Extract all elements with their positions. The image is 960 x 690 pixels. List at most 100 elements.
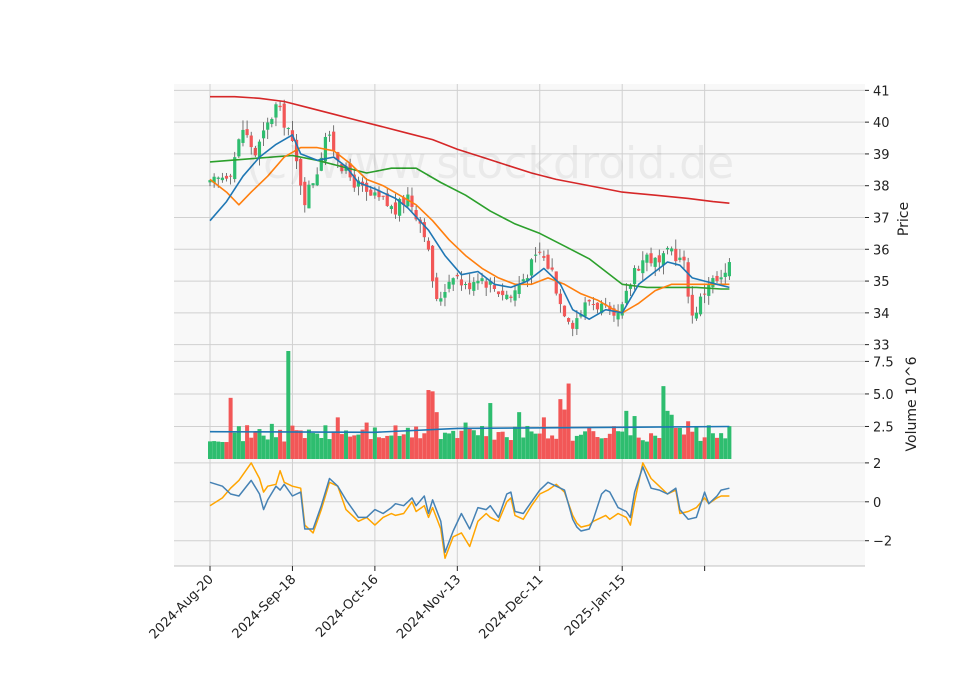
volume-bar-79 — [533, 433, 538, 459]
candle-body-18 — [282, 103, 286, 128]
volume-bar-98 — [611, 426, 616, 459]
candle-body-10 — [249, 135, 253, 148]
volume-bar-89 — [574, 435, 579, 459]
volume-bar-24 — [306, 429, 311, 459]
candle-body-77 — [525, 278, 529, 282]
candle-body-94 — [595, 302, 600, 310]
volume-bar-69 — [492, 439, 497, 459]
candle-body-100 — [620, 304, 624, 316]
volume-bar-62 — [463, 422, 468, 459]
candle-body-115 — [682, 256, 686, 261]
volume-bars — [208, 351, 732, 459]
candle-body-84 — [554, 271, 558, 294]
volume-bar-90 — [578, 434, 583, 459]
candle-body-114 — [678, 257, 682, 260]
candle-body-95 — [599, 303, 604, 314]
volume-bar-83 — [550, 435, 555, 459]
candle-body-58 — [447, 281, 451, 289]
candle-body-59 — [451, 278, 455, 285]
volume-axis-label: Volume 10^6 — [904, 356, 920, 451]
candle-body-86 — [562, 305, 567, 317]
volume-bar-71 — [500, 431, 505, 459]
volume-bar-81 — [541, 417, 546, 459]
volume-bar-44 — [389, 435, 394, 459]
candle-body-45 — [393, 202, 398, 215]
candle-body-124 — [719, 277, 723, 280]
candle-body-5 — [229, 175, 233, 177]
candle-body-89 — [575, 318, 579, 330]
ma-200-line — [210, 95, 730, 204]
volume-bar-58 — [447, 433, 452, 459]
volume-bar-93 — [591, 431, 596, 459]
candle-body-4 — [224, 175, 229, 179]
volume-bar-104 — [636, 437, 641, 459]
volume-bar-106 — [644, 441, 649, 459]
volume-bar-54 — [430, 391, 435, 459]
volume-bar-114 — [677, 427, 682, 459]
volume-bar-117 — [690, 431, 695, 459]
x-tick-label-1: 2024-Sep-18 — [230, 572, 300, 642]
volume-bar-42 — [381, 438, 386, 459]
volume-bar-2 — [216, 441, 221, 459]
candle-body-91 — [583, 302, 587, 317]
oscillator-panel: −2 0 2 — [174, 457, 892, 566]
volume-bar-47 — [401, 434, 406, 459]
volume-bar-107 — [649, 433, 654, 459]
volume-bar-38 — [364, 422, 369, 459]
volume-bar-77 — [525, 425, 530, 459]
candle-body-120 — [703, 293, 707, 295]
candle-body-67 — [484, 281, 488, 288]
volume-bar-57 — [442, 432, 447, 459]
volume-bar-26 — [315, 433, 320, 459]
volume-bar-124 — [719, 433, 724, 459]
candle-body-49 — [410, 195, 414, 207]
volume-bar-64 — [471, 430, 476, 459]
volume-bar-11 — [253, 431, 258, 459]
volume-bar-27 — [319, 438, 324, 459]
x-tick-label-4: 2024-Dec-11 — [476, 572, 546, 642]
candle-body-50 — [414, 210, 418, 220]
volume-bar-59 — [451, 430, 456, 459]
volume-bar-4 — [224, 442, 229, 459]
candle-body-52 — [422, 222, 426, 238]
volume-bar-9 — [245, 425, 250, 459]
candle-body-11 — [253, 147, 257, 156]
volume-bar-56 — [438, 439, 443, 459]
price-ytick-label-2: 35 — [873, 275, 890, 290]
candle-body-113 — [674, 248, 678, 262]
candle-body-15 — [270, 119, 274, 125]
price-ytick-label-5: 38 — [873, 180, 890, 195]
volume-bar-63 — [467, 428, 472, 459]
ma-short-line — [209, 134, 730, 320]
candle-body-35 — [352, 174, 356, 188]
candle-body-74 — [513, 290, 517, 301]
volume-bar-102 — [628, 435, 633, 459]
candle-body-64 — [472, 282, 476, 291]
price-ytick-label-3: 36 — [873, 243, 890, 258]
volume-bar-109 — [657, 438, 662, 459]
x-tick-label-2: 2024-Oct-16 — [313, 572, 381, 640]
volume-bar-33 — [344, 430, 349, 459]
candle-body-53 — [426, 240, 431, 250]
candle-body-118 — [694, 312, 698, 319]
volume-bar-60 — [455, 438, 460, 459]
candle-body-31 — [336, 152, 340, 161]
volume-bar-35 — [352, 435, 357, 459]
volume-bar-29 — [327, 439, 332, 459]
candle-body-55 — [435, 277, 439, 300]
candle-body-57 — [443, 292, 447, 298]
candle-body-76 — [521, 279, 525, 282]
volume-bar-91 — [583, 431, 588, 459]
volume-bar-49 — [409, 437, 414, 459]
candle-body-17 — [278, 105, 282, 108]
volume-bar-94 — [595, 437, 600, 459]
candle-body-2 — [216, 177, 220, 179]
volume-bar-125 — [723, 438, 728, 459]
volume-bar-86 — [562, 409, 567, 459]
candle-body-69 — [492, 285, 497, 289]
ma-long-line — [209, 154, 730, 290]
price-ytick-label-7: 40 — [873, 116, 890, 131]
volume-bar-52 — [422, 433, 427, 459]
volume-bar-110 — [661, 386, 666, 459]
volume-bar-19 — [286, 351, 291, 459]
